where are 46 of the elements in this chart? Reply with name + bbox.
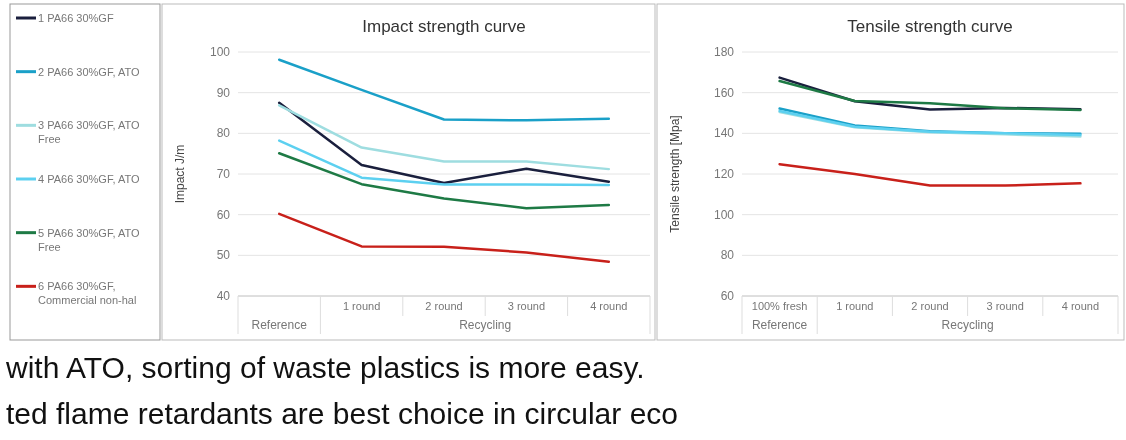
y-tick-label: 120 <box>713 167 735 181</box>
y-tick-label: 80 <box>216 126 231 141</box>
line-series <box>277 152 611 210</box>
chart-title: Impact strength curve <box>362 17 526 36</box>
y-axis-title: Impact J/m <box>173 144 187 204</box>
x-tick-label: 4 round <box>590 300 628 312</box>
x-tick-label: 4 round <box>1061 300 1100 312</box>
x-tick-label: 2 round <box>425 300 463 312</box>
text: Reference <box>751 318 808 332</box>
x-tick-label: 1 round <box>342 300 381 312</box>
x-tick-label: 2 round <box>911 300 949 312</box>
line-series <box>778 162 1082 187</box>
y-tick-label: 50 <box>216 248 231 263</box>
legend-label: 1 PA66 30%GF <box>38 12 114 24</box>
text: Recycling <box>941 318 994 332</box>
line-series <box>277 101 611 185</box>
legend-label: 5 PA66 30%GF, ATO Free <box>38 226 140 253</box>
text: Reference <box>251 318 308 332</box>
line-series <box>277 139 611 187</box>
chart-title: Tensile strength curve <box>847 17 1013 36</box>
line-series <box>277 212 611 264</box>
y-tick-label: 40 <box>216 289 231 303</box>
y-tick-label: 80 <box>720 248 735 263</box>
y-tick-label: 160 <box>713 85 735 100</box>
x-tick-label: 100% fresh <box>751 300 808 312</box>
y-tick-label: 140 <box>713 126 735 141</box>
y-tick-label: 90 <box>216 85 231 100</box>
line-series <box>277 104 611 171</box>
y-tick-label: 100 <box>713 207 735 222</box>
text: ted flame retardants are best choice in circular eco <box>6 397 678 430</box>
legend-label: 2 PA66 30%GF, ATO <box>38 65 140 78</box>
x-tick-label: 3 round <box>507 300 546 312</box>
text: with ATO, sorting of waste plastics is more easy. <box>5 351 645 384</box>
y-tick-label: 60 <box>720 289 735 303</box>
legend-label: 4 PA66 30%GF, ATO <box>38 173 140 185</box>
y-tick-label: 100 <box>209 45 231 59</box>
line-series <box>277 58 611 122</box>
x-tick-label: 1 round <box>836 300 874 312</box>
y-axis-title: Tensile strength [Mpa] <box>668 115 682 233</box>
y-tick-label: 60 <box>216 207 231 222</box>
legend-label: 6 PA66 30%GF, Commercial non-hal <box>38 280 137 307</box>
y-tick-label: 180 <box>713 45 735 59</box>
x-tick-label: 3 round <box>986 300 1024 312</box>
legend-label: 3 PA66 30%GF, ATO Free <box>38 119 140 146</box>
text: Recycling <box>459 318 512 332</box>
y-tick-label: 70 <box>216 167 231 181</box>
